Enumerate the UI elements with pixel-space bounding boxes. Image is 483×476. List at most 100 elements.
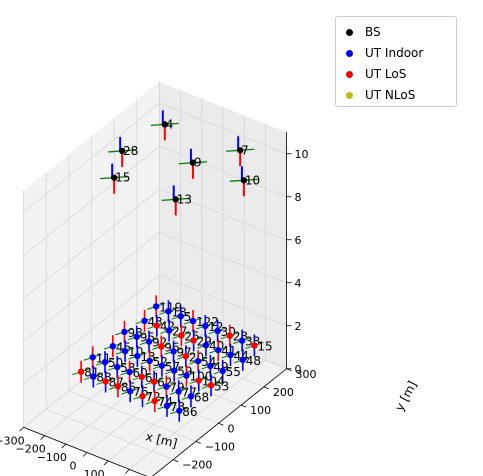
y-tick <box>195 441 201 444</box>
x-tick <box>40 435 45 440</box>
bs-id-label: 28 <box>123 144 138 158</box>
ut-point <box>238 337 246 344</box>
ut-point <box>114 383 122 390</box>
legend-marker <box>346 91 353 99</box>
grid-line <box>23 102 160 213</box>
legend-marker <box>346 70 353 78</box>
grid-line <box>159 188 287 241</box>
ut-point <box>133 333 140 340</box>
ut-point <box>77 368 85 375</box>
z-tick-label: 6 <box>295 234 302 247</box>
bs-point <box>236 147 244 154</box>
ut-id-label: 48 <box>246 354 261 368</box>
z-tick-label: 10 <box>295 148 309 161</box>
legend-label: UT LoS <box>365 67 407 81</box>
x-tick-label: −100 <box>37 451 67 464</box>
grid-line <box>68 390 196 442</box>
ut-id-label: 119 <box>159 300 182 314</box>
y-tick <box>263 386 269 390</box>
ut-point <box>202 342 210 349</box>
ut-point <box>139 392 146 400</box>
grid-line <box>159 231 287 284</box>
legend-item: UT LoS <box>344 64 406 84</box>
legend-label: UT NLoS <box>365 88 416 102</box>
axis-ticks: −300−200−1000100200300−300−200−100010020… <box>0 148 317 476</box>
ut-point <box>145 338 153 345</box>
ut-point <box>102 378 109 385</box>
grid-line <box>159 145 287 198</box>
ut-point <box>89 354 96 361</box>
x-tick <box>61 443 67 449</box>
x-tick-label: −200 <box>16 443 46 456</box>
ut-point <box>151 397 158 405</box>
ut-point <box>207 362 214 370</box>
ut-point <box>177 312 184 320</box>
x-tick <box>82 452 88 457</box>
grid-line <box>23 145 160 256</box>
ut-point <box>146 357 153 365</box>
bs-point <box>172 196 179 203</box>
ut-point <box>215 346 222 354</box>
ut-point <box>176 407 183 414</box>
ut-id-label: 5 <box>184 310 192 324</box>
grid-line <box>46 408 174 460</box>
legend-item: UT Indoor <box>344 43 423 63</box>
ut-point <box>187 393 195 400</box>
ut-point <box>195 377 202 384</box>
legend-marker <box>346 49 353 57</box>
ut-point <box>163 402 171 410</box>
ut-point <box>153 322 161 329</box>
bs-id-label: 13 <box>177 192 192 206</box>
ut-point <box>134 352 141 360</box>
ut-point <box>207 382 215 389</box>
ut-point <box>165 308 172 315</box>
bs-point <box>110 174 118 181</box>
bs-id-label: 10 <box>245 173 260 187</box>
ut-id-label: 104 <box>202 374 225 388</box>
y-tick <box>241 404 247 408</box>
z-tick-label: 8 <box>295 191 302 204</box>
x-tick-label: 100 <box>84 468 105 476</box>
legend-label: UT Indoor <box>365 46 424 60</box>
z-tick-label: 2 <box>295 320 302 333</box>
ut-point <box>158 343 165 350</box>
ut-point <box>121 347 129 355</box>
ut-point <box>178 332 185 339</box>
ut-point <box>121 328 128 336</box>
ut-id-label: 15 <box>257 339 272 353</box>
y-tick-label: 200 <box>273 386 294 399</box>
y-tick-label: 100 <box>250 404 271 417</box>
y-tick-label: −200 <box>182 459 212 472</box>
legend: BS UT Indoor UT LoS UT NLoS <box>335 16 457 107</box>
ut-id-label: 55 <box>226 365 241 379</box>
ut-point <box>190 337 197 344</box>
bs-id-label: 4 <box>166 117 174 131</box>
ut-point <box>138 373 146 381</box>
ut-point <box>239 356 246 364</box>
legend-item: BS <box>344 22 381 42</box>
ut-point <box>183 372 190 379</box>
ut-point <box>227 351 234 359</box>
ut-point <box>126 368 133 376</box>
ut-point <box>109 343 117 350</box>
ut-point <box>90 373 97 380</box>
ut-point <box>226 332 234 339</box>
bs-point <box>118 147 126 155</box>
ut-point <box>152 303 160 310</box>
ut-point <box>189 317 197 325</box>
y-tick <box>173 459 179 462</box>
ut-id-label: 68 <box>194 390 209 404</box>
y-tick-label: 300 <box>296 368 317 381</box>
grid-line <box>114 354 242 406</box>
bs-point <box>240 177 248 184</box>
ut-point <box>214 327 221 335</box>
y-tick <box>218 422 224 426</box>
ut-point <box>170 348 177 355</box>
grid-line <box>159 102 287 155</box>
grid-line <box>23 231 160 342</box>
x-tick <box>19 426 24 432</box>
ut-point <box>175 388 182 395</box>
legend-marker <box>346 28 353 36</box>
ut-point <box>202 322 209 330</box>
